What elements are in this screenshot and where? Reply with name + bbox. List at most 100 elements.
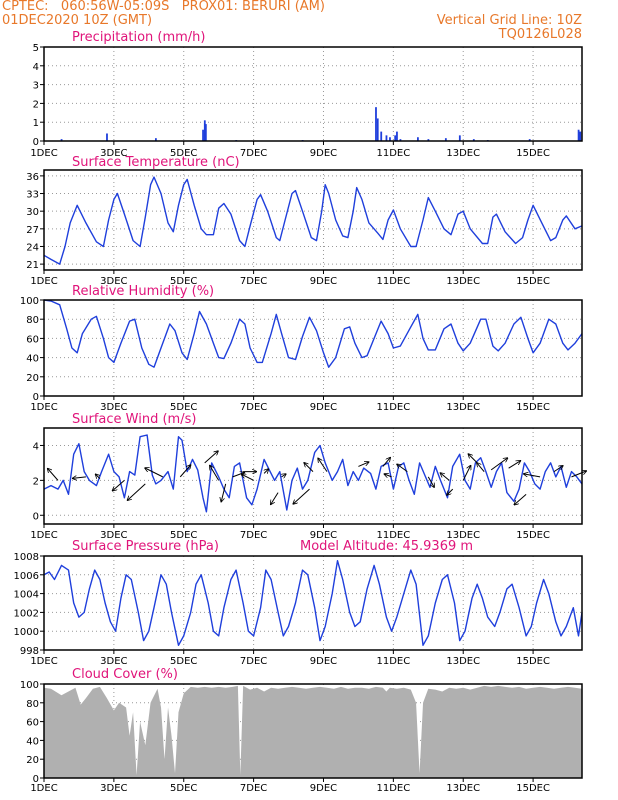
x-tick-label: 5DEC	[170, 402, 197, 413]
y-tick-label: 60	[26, 334, 39, 345]
header-model: TQ0126L028	[498, 27, 582, 42]
precip-bar	[376, 118, 379, 141]
wind-series-line	[43, 434, 583, 513]
y-tick-label: 1002	[14, 608, 39, 619]
y-tick-label: 21	[26, 260, 39, 271]
wind-vector	[221, 483, 227, 502]
x-tick-label: 1DEC	[30, 148, 57, 159]
x-tick-label: 11DEC	[376, 148, 410, 159]
y-tick-label: 1000	[14, 627, 39, 638]
x-tick-label: 3DEC	[100, 530, 127, 541]
wind-vector	[553, 466, 563, 473]
cloud-area	[44, 685, 582, 778]
wind-title: Surface Wind (m/s)	[72, 412, 196, 427]
wind-vector	[271, 492, 279, 505]
press-series-line	[43, 560, 583, 646]
precip-bar	[202, 129, 204, 141]
x-tick-label: 11DEC	[376, 783, 410, 794]
panel-precip: 0 1 2 3 4 5 1DEC 3DEC 5DEC 7DEC 9DEC 11DEC 13DEC 15DE…	[30, 30, 583, 159]
precip-bar	[417, 137, 419, 141]
wind-vector	[282, 474, 287, 477]
precip-bar	[204, 124, 207, 141]
y-tick-label: 998	[20, 646, 39, 657]
x-tick-label: 15DEC	[516, 530, 550, 541]
x-tick-label: 7DEC	[240, 530, 267, 541]
x-tick-label: 3DEC	[100, 276, 127, 287]
x-tick-label: 13DEC	[446, 402, 480, 413]
x-tick-label: 13DEC	[446, 530, 480, 541]
y-tick-label: 80	[26, 699, 39, 710]
precip-bar	[399, 139, 402, 141]
panel-frame	[43, 555, 583, 651]
x-tick-label: 7DEC	[240, 783, 267, 794]
y-tick-label: 24	[26, 242, 39, 253]
rh-title: Relative Humidity (%)	[72, 284, 214, 299]
x-tick-label: 13DEC	[446, 783, 480, 794]
precip-bar	[203, 120, 206, 141]
wind-vector	[47, 468, 59, 481]
panel-temp: 21 24 27 30 33 36 1DEC 3DEC 5DEC 7DEC 9DEC 11DEC 13D…	[26, 155, 583, 287]
precip-title: Precipitation (mm/h)	[72, 30, 205, 45]
x-tick-label: 1DEC	[30, 402, 57, 413]
y-tick-label: 1006	[14, 571, 39, 582]
x-tick-label: 11DEC	[376, 656, 410, 667]
x-tick-label: 5DEC	[170, 656, 197, 667]
x-tick-label: 13DEC	[446, 276, 480, 287]
wind-vector	[427, 476, 434, 488]
wind-vector	[293, 488, 310, 504]
precip-bar	[154, 138, 157, 141]
x-tick-label: 3DEC	[100, 148, 127, 159]
x-tick-label: 9DEC	[310, 148, 337, 159]
x-tick-label: 1DEC	[30, 530, 57, 541]
wind-vector	[127, 483, 146, 501]
y-tick-label: 30	[26, 207, 39, 218]
panel-frame	[43, 169, 583, 271]
wind-vector	[524, 474, 541, 478]
x-tick-label: 15DEC	[516, 402, 550, 413]
panel-rh: 0 20 40 60 80 100 1DEC 3DEC 5DEC 7DEC 9DEC 11DEC 13D…	[20, 284, 583, 413]
wind-vector	[462, 465, 471, 481]
y-tick-label: 5	[33, 43, 39, 54]
y-tick-label: 0	[33, 511, 39, 522]
x-tick-label: 7DEC	[240, 148, 267, 159]
header-date: 01DEC2020 10Z (GMT)	[2, 13, 153, 28]
panel-frame	[43, 299, 583, 397]
wind-vector	[242, 474, 254, 481]
x-tick-label: 15DEC	[516, 783, 550, 794]
y-tick-label: 3	[33, 81, 39, 92]
x-tick-label: 1DEC	[30, 656, 57, 667]
x-tick-label: 15DEC	[516, 148, 550, 159]
panel-press: 998 1000 1002 1004 1006 1008 1DEC 3DEC 5DEC 7DEC 9…	[14, 539, 583, 667]
wind-vector	[477, 463, 485, 472]
y-tick-label: 27	[26, 225, 39, 236]
x-tick-label: 7DEC	[240, 276, 267, 287]
y-tick-label: 20	[26, 373, 39, 384]
y-tick-label: 80	[26, 315, 39, 326]
x-tick-label: 7DEC	[240, 656, 267, 667]
wind-vector	[210, 465, 220, 481]
wind-vector	[204, 451, 219, 464]
precip-bar	[444, 138, 447, 141]
wind-vector	[468, 454, 478, 464]
wind-vector	[358, 462, 369, 467]
wind-vector	[382, 457, 391, 467]
wind-vector	[232, 472, 245, 478]
wind-vector	[514, 493, 527, 505]
wind-vector	[112, 479, 125, 491]
wind-vector	[179, 465, 191, 478]
x-tick-label: 1DEC	[30, 276, 57, 287]
wind-vector	[304, 463, 314, 472]
y-tick-label: 100	[20, 296, 39, 307]
x-tick-label: 9DEC	[310, 656, 337, 667]
x-tick-label: 1DEC	[30, 783, 57, 794]
x-tick-label: 11DEC	[376, 276, 410, 287]
x-tick-label: 9DEC	[310, 530, 337, 541]
y-tick-label: 1	[33, 118, 39, 129]
x-tick-label: 7DEC	[240, 402, 267, 413]
x-tick-label: 9DEC	[310, 402, 337, 413]
wind-vector	[397, 464, 408, 473]
panel-cloud: 0 20 40 60 80 100 1DEC 3DEC 5DEC 7DEC 9DEC 11DEC 13D…	[20, 667, 583, 794]
x-tick-label: 3DEC	[100, 783, 127, 794]
cloud-title: Cloud Cover (%)	[72, 667, 178, 682]
precip-bar	[394, 135, 397, 141]
